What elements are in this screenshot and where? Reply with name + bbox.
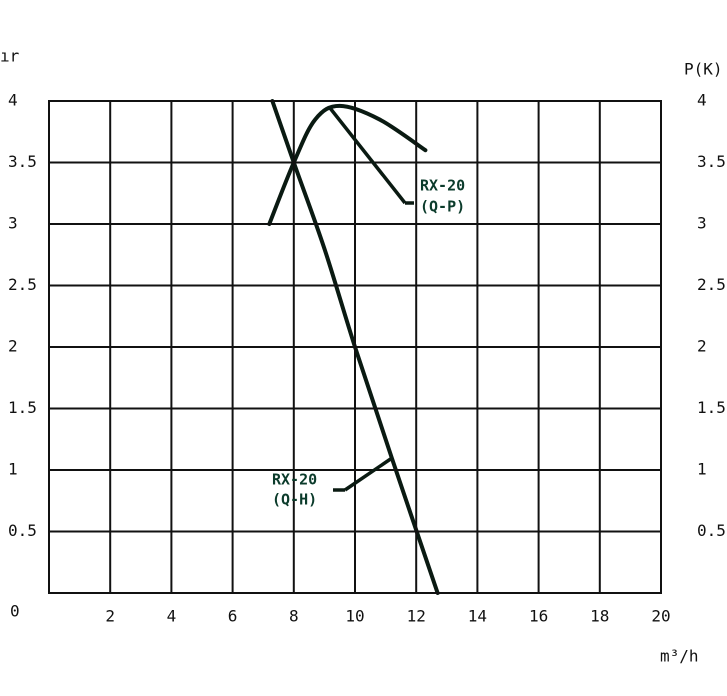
y2-tick-label: 4 [697, 91, 707, 110]
x-tick-label: 6 [228, 607, 238, 626]
y-axis-label: ır [0, 47, 20, 66]
x-tick-label: 12 [407, 607, 426, 626]
annotation: RX-20 [420, 177, 465, 195]
y2-tick-label: 2.5 [697, 275, 726, 294]
y-tick-label: 2 [8, 337, 18, 356]
y2-tick-label: 1 [697, 460, 707, 479]
leader-line [344, 456, 393, 492]
x-tick-label: 20 [651, 607, 670, 626]
x-tick-label: 18 [590, 607, 609, 626]
y-tick-label: 2.5 [8, 275, 37, 294]
x-tick-label: 4 [167, 607, 177, 626]
y2-tick-label: 2 [697, 337, 707, 356]
y2-tick-label: 3 [697, 214, 707, 233]
x-tick-label: 16 [529, 607, 548, 626]
y-tick-label: 3 [8, 214, 18, 233]
y2-tick-label: 0.5 [697, 521, 726, 540]
x-tick-label: 2 [105, 607, 115, 626]
y-tick-label: 4 [8, 91, 18, 110]
y2-tick-label: 1.5 [697, 398, 726, 417]
annotation: (Q-P) [420, 198, 465, 216]
y-tick-label: 1.5 [8, 398, 37, 417]
annotation: RX-20 [272, 471, 317, 489]
x-tick-label: 14 [468, 607, 487, 626]
y2-axis-label: P(K) [684, 60, 723, 79]
leader-line [328, 106, 407, 205]
y-tick-label: 3.5 [8, 152, 37, 171]
x-tick-label: 8 [289, 607, 299, 626]
y-tick-label: 0 [10, 602, 20, 621]
plot-frame [48, 100, 662, 594]
x-axis-label: m³/h [660, 647, 699, 666]
annotation: (Q-H) [272, 491, 317, 509]
curve [267, 103, 428, 226]
y-tick-label: 0.5 [8, 521, 37, 540]
y2-tick-label: 3.5 [697, 152, 726, 171]
x-tick-label: 10 [345, 607, 364, 626]
y-tick-label: 1 [8, 460, 18, 479]
